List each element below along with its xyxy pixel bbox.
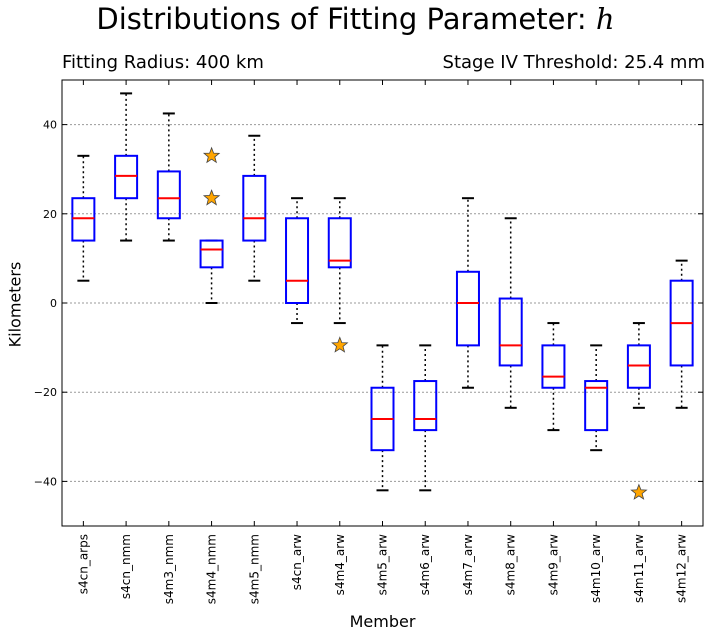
x-tick-label: s4m7_arw bbox=[461, 534, 475, 595]
x-tick-label: s4m8_arw bbox=[504, 534, 518, 595]
x-tick-label: s4m4_nmm bbox=[205, 534, 219, 604]
y-tick-label: 0 bbox=[50, 297, 57, 310]
box bbox=[114, 154, 139, 200]
box bbox=[327, 217, 352, 269]
outlier-star bbox=[630, 483, 648, 500]
subtitle-threshold: Stage IV Threshold: 25.4 mm bbox=[442, 52, 705, 73]
x-tick-label: s4m12_arw bbox=[675, 534, 689, 603]
box bbox=[71, 197, 96, 242]
box bbox=[584, 380, 609, 432]
box bbox=[498, 297, 523, 367]
x-tick-label: s4m4_arw bbox=[333, 534, 347, 595]
box bbox=[285, 217, 310, 304]
box bbox=[242, 174, 267, 242]
box bbox=[199, 239, 224, 269]
x-tick-label: s4cn_arw bbox=[290, 534, 304, 590]
chart-title: Distributions of Fitting Parameter: h bbox=[0, 2, 711, 36]
x-tick-label: s4m3_nmm bbox=[162, 534, 176, 604]
subtitle-fitting-radius: Fitting Radius: 400 km bbox=[62, 52, 264, 73]
x-tick-label: s4cn_nmm bbox=[119, 534, 133, 599]
x-tick-label: s4m11_arw bbox=[632, 534, 646, 603]
y-tick-label: −20 bbox=[34, 386, 57, 399]
outlier-star bbox=[202, 146, 221, 164]
x-tick-label: s4m10_arw bbox=[589, 534, 603, 603]
box bbox=[626, 344, 651, 389]
outlier-star bbox=[331, 336, 349, 353]
y-axis-label: Kilometers bbox=[5, 261, 25, 348]
box bbox=[156, 170, 181, 220]
x-tick-label: s4m9_arw bbox=[546, 534, 560, 595]
chart-title-param: h bbox=[595, 2, 615, 36]
y-tick-label: 20 bbox=[43, 208, 57, 221]
box bbox=[455, 270, 480, 347]
y-tick-label: 40 bbox=[43, 119, 57, 132]
plot-frame bbox=[61, 79, 704, 527]
x-tick-label: s4m6_arw bbox=[418, 534, 432, 595]
y-tick-label: −40 bbox=[34, 475, 57, 488]
x-tick-label: s4m5_arw bbox=[376, 534, 390, 595]
x-tick-label: s4cn_arps bbox=[76, 534, 90, 594]
box bbox=[541, 344, 566, 389]
box bbox=[413, 380, 438, 432]
x-axis-label: Member bbox=[349, 612, 416, 631]
chart-title-prefix: Distributions of Fitting Parameter: bbox=[96, 2, 596, 36]
outlier-star bbox=[202, 189, 221, 206]
x-tick-label: s4m5_nmm bbox=[247, 534, 261, 604]
